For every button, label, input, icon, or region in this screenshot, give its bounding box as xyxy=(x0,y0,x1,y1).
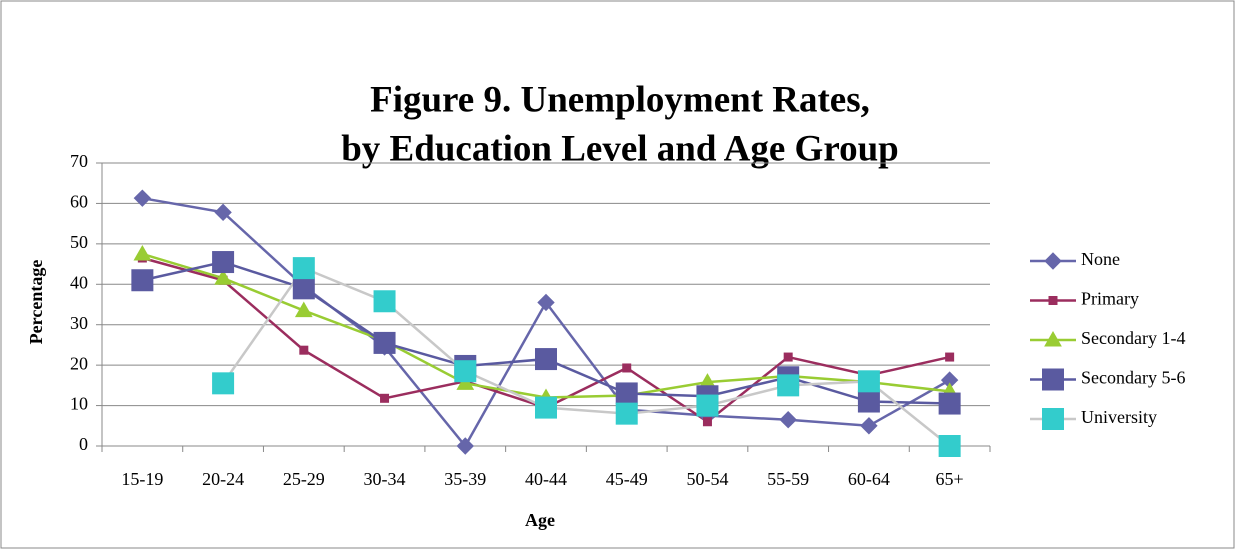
marker xyxy=(615,382,638,405)
x-tick-label: 15-19 xyxy=(121,469,163,489)
marker xyxy=(945,352,955,362)
x-tick-label: 45-49 xyxy=(606,469,648,489)
marker xyxy=(535,396,557,419)
y-tick-label: 60 xyxy=(70,192,88,212)
x-tick-label: 30-34 xyxy=(364,469,406,489)
x-tick-label: 60-64 xyxy=(848,469,890,489)
y-tick-label: 0 xyxy=(79,434,88,454)
x-tick-label: 25-29 xyxy=(283,469,325,489)
y-tick-label: 70 xyxy=(70,151,88,171)
marker xyxy=(535,348,557,371)
y-tick-label: 20 xyxy=(70,353,88,373)
x-tick-label: 35-39 xyxy=(444,469,486,489)
marker xyxy=(622,363,632,373)
marker xyxy=(380,393,390,403)
series-line xyxy=(222,266,951,447)
legend-marker xyxy=(1044,330,1062,347)
marker xyxy=(938,392,961,415)
marker xyxy=(292,277,315,300)
marker xyxy=(702,417,712,427)
marker xyxy=(212,251,235,274)
marker xyxy=(615,402,638,425)
marker xyxy=(857,370,880,393)
y-axis-label: Percentage xyxy=(26,260,46,345)
marker xyxy=(696,394,719,417)
marker xyxy=(131,269,154,292)
x-tick-label: 65+ xyxy=(936,469,964,489)
marker xyxy=(456,437,474,455)
x-tick-label: 55-59 xyxy=(767,469,809,489)
chart-title: Figure 9. Unemployment Rates, xyxy=(370,79,870,120)
legend-label: Secondary 1-4 xyxy=(1081,328,1185,348)
legend-marker xyxy=(1042,408,1064,430)
marker xyxy=(133,189,152,207)
y-tick-label: 40 xyxy=(70,272,88,292)
marker xyxy=(783,352,793,362)
marker xyxy=(777,374,800,397)
marker xyxy=(860,417,878,435)
y-tick-label: 50 xyxy=(70,232,88,252)
legend-label: Secondary 5-6 xyxy=(1081,368,1185,388)
x-tick-label: 20-24 xyxy=(202,469,244,489)
legend-marker xyxy=(1048,296,1058,305)
marker xyxy=(456,374,475,390)
marker xyxy=(214,269,232,285)
y-tick-label: 30 xyxy=(70,313,88,333)
marker xyxy=(212,372,235,395)
y-tick-label: 10 xyxy=(70,394,88,414)
legend-label: University xyxy=(1081,407,1157,427)
marker xyxy=(299,345,309,355)
marker xyxy=(779,411,797,429)
x-axis-label: Age xyxy=(525,510,555,530)
legend-label: Primary xyxy=(1081,289,1139,309)
marker xyxy=(214,203,232,222)
marker xyxy=(294,301,313,318)
legend-marker xyxy=(1042,368,1064,391)
marker xyxy=(857,390,880,413)
x-tick-label: 40-44 xyxy=(525,469,567,489)
marker xyxy=(373,331,396,354)
marker xyxy=(292,257,315,280)
marker xyxy=(133,244,152,261)
marker xyxy=(537,293,555,312)
x-tick-label: 50-54 xyxy=(686,469,728,489)
marker xyxy=(454,360,477,383)
marker xyxy=(938,435,961,457)
marker xyxy=(373,290,396,313)
legend-label: None xyxy=(1081,249,1120,269)
legend-marker xyxy=(1044,252,1062,270)
